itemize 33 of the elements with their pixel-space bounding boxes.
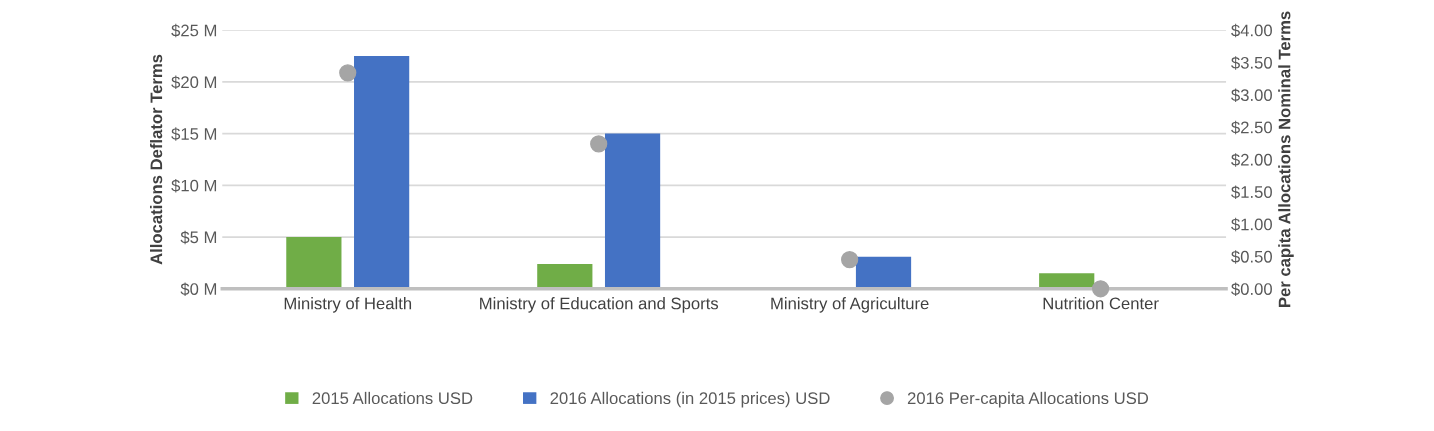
y2-tick-label: $1.50 (1231, 185, 1272, 199)
legend-label: 2016 Allocations (in 2015 prices) USD (550, 391, 830, 408)
y2-tick-label: $2.00 (1231, 153, 1272, 167)
point (841, 251, 859, 269)
x-tick-label: Ministry of Agriculture (771, 297, 929, 313)
legend-label: 2015 Allocations USD (312, 391, 473, 405)
y-tick-label: $10 M (171, 179, 217, 193)
y-tick-label: $0 M (180, 282, 217, 296)
x-tick-label: Ministry of Education and Sports (480, 297, 719, 313)
point (339, 64, 357, 82)
y2-tick-label: $0.00 (1231, 282, 1272, 296)
y2-axis-title: Per capita Allocations Nominal Terms (1278, 11, 1294, 307)
y2-tick-label: $3.00 (1231, 88, 1272, 103)
y-tick-label: $15 M (171, 127, 217, 141)
y2-tick-label: $4.00 (1231, 23, 1272, 38)
bar (354, 56, 410, 289)
y2-tick-label: $1.00 (1231, 217, 1272, 232)
x-tick-label: Nutrition Center (1043, 297, 1159, 310)
y-axis-title: Allocations Deflator Terms (150, 54, 163, 265)
bar (604, 133, 661, 289)
bar (537, 263, 593, 289)
y2-tick-label: $3.50 (1231, 56, 1272, 70)
y2-tick-label: $2.50 (1231, 120, 1272, 135)
y-tick-label: $20 M (171, 75, 217, 90)
x-tick-label: Ministry of Health (284, 297, 412, 313)
y2-tick-label: $0.50 (1231, 250, 1272, 264)
bar (855, 256, 912, 289)
point (590, 135, 608, 153)
legend-label: 2016 Per-capita Allocations USD (907, 391, 1149, 408)
bar (286, 237, 342, 289)
point (1091, 280, 1110, 298)
y-tick-label: $5 M (180, 230, 217, 245)
y-tick-label: $25 M (171, 23, 217, 38)
